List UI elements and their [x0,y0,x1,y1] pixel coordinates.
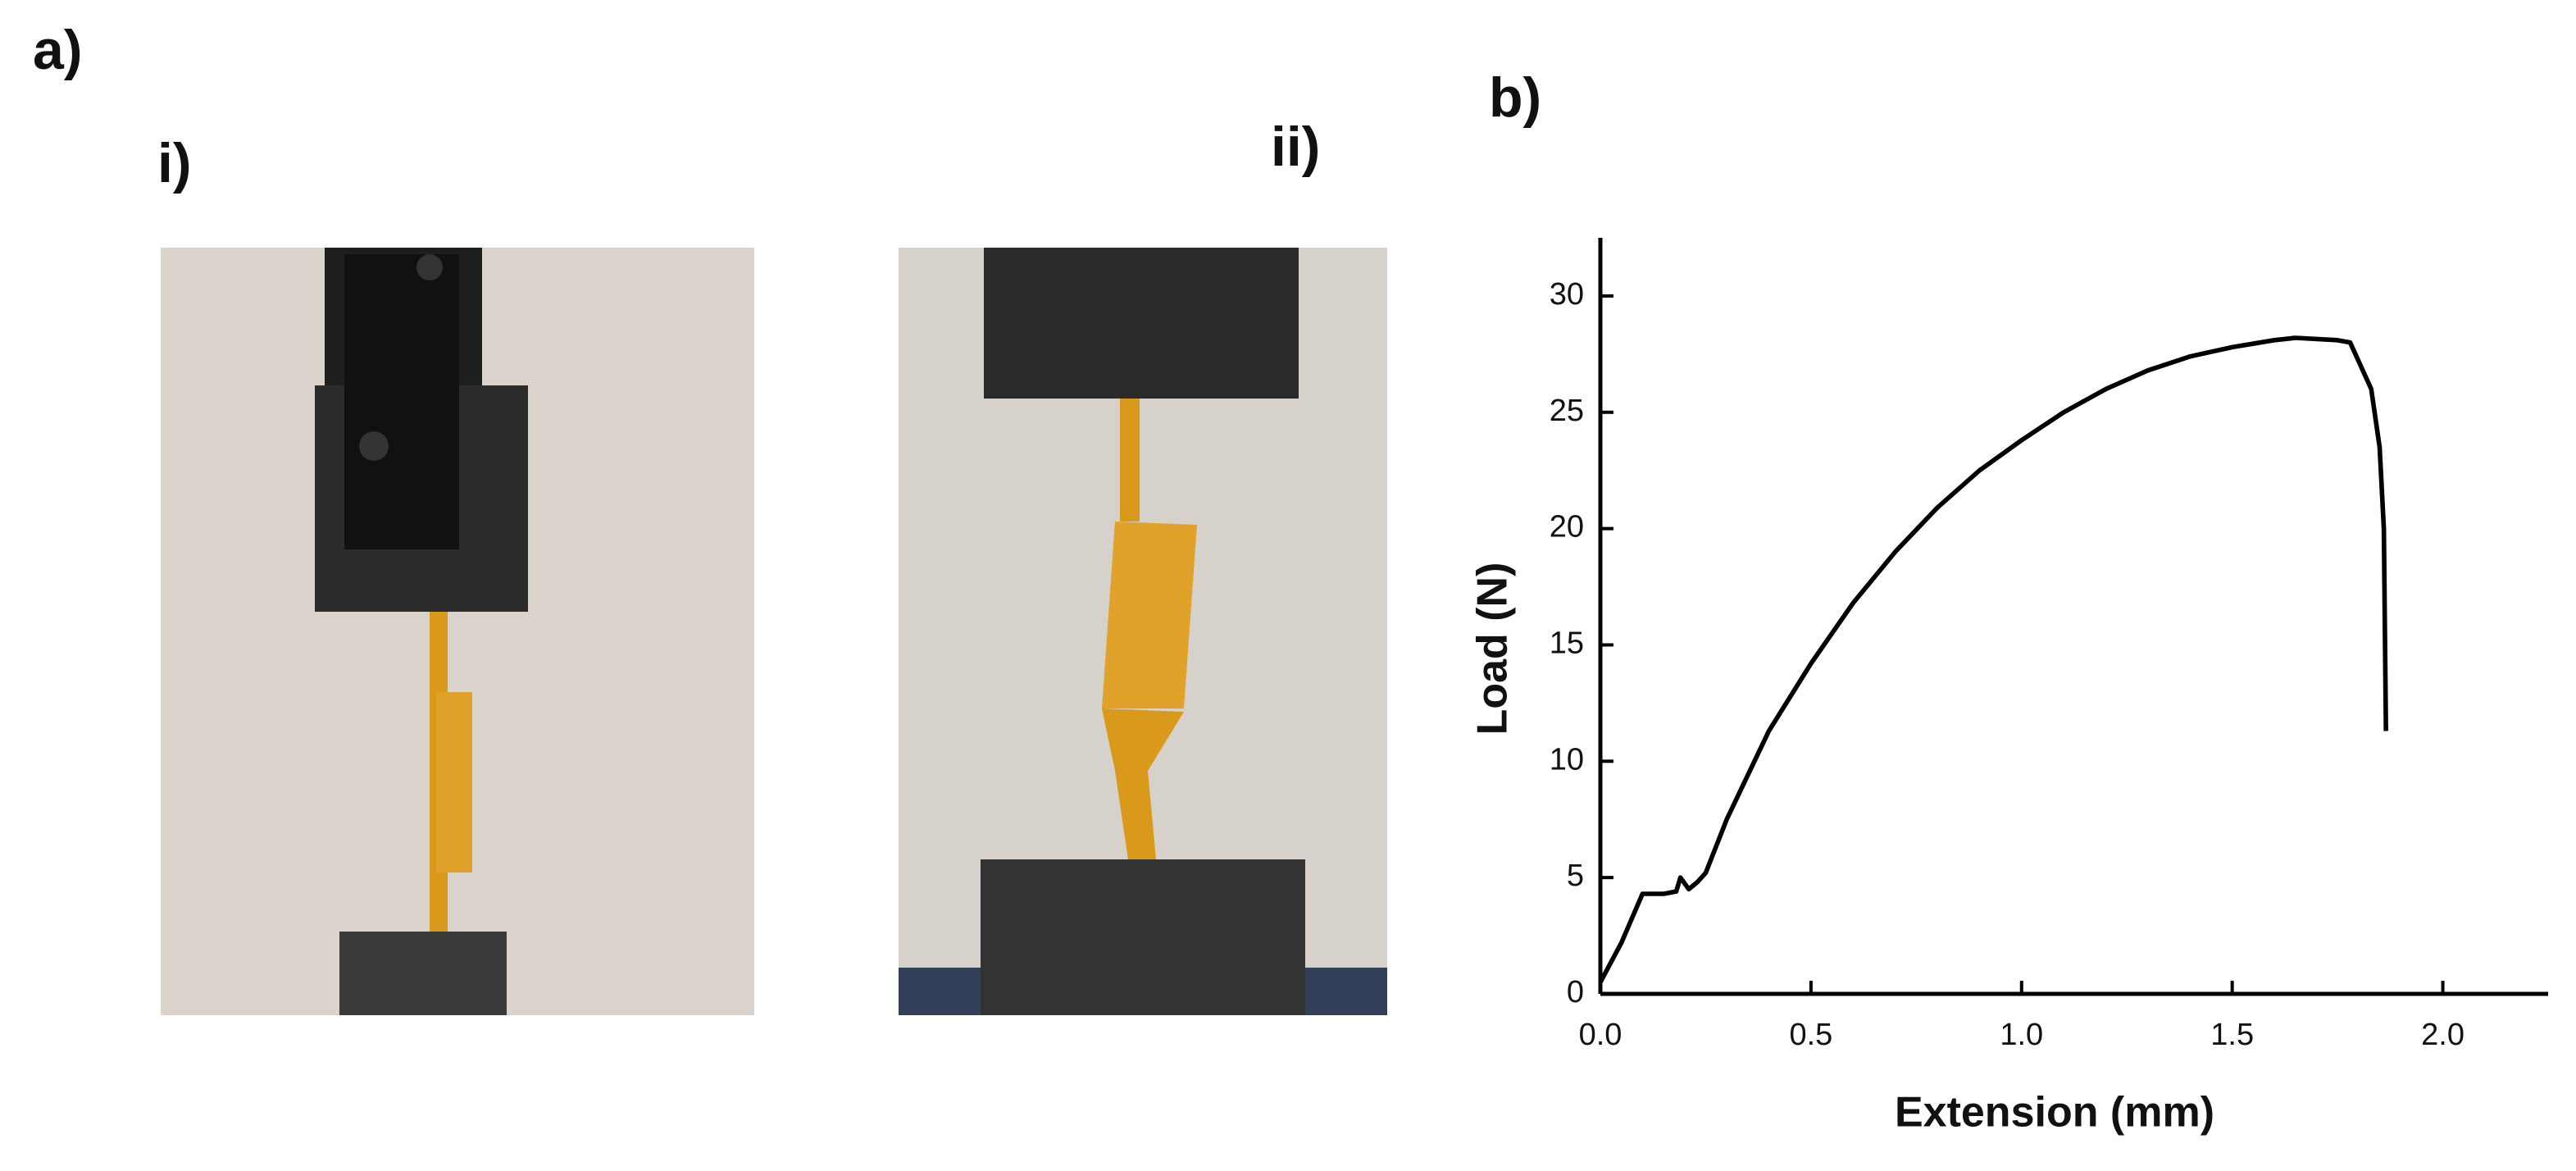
panel-label: i) [157,132,192,194]
photo-ii [899,248,1387,1015]
y-axis-label: Load (N) [1469,563,1517,736]
y-tick-label: 0 [1567,975,1584,1009]
x-tick-label: 1.0 [2000,1018,2043,1052]
photo-i [161,248,754,1015]
x-tick-label: 2.0 [2421,1018,2464,1052]
y-tick-label: 30 [1550,277,1584,312]
x-tick-label: 0.0 [1579,1018,1623,1052]
y-tick-label: 5 [1567,859,1584,893]
panel-label: ii) [1271,116,1320,178]
panel-label: b) [1489,66,1541,129]
y-tick-label: 20 [1550,510,1584,544]
data-line [1598,335,2388,984]
y-tick-label: 10 [1550,742,1584,777]
x-axis-label: Extension (mm) [1895,1089,2214,1137]
y-tick-label: 25 [1550,394,1584,428]
y-tick-label: 15 [1550,626,1584,660]
x-tick-label: 0.5 [1789,1018,1832,1052]
x-tick-label: 1.5 [2210,1018,2254,1052]
panel-label: a) [33,19,82,81]
